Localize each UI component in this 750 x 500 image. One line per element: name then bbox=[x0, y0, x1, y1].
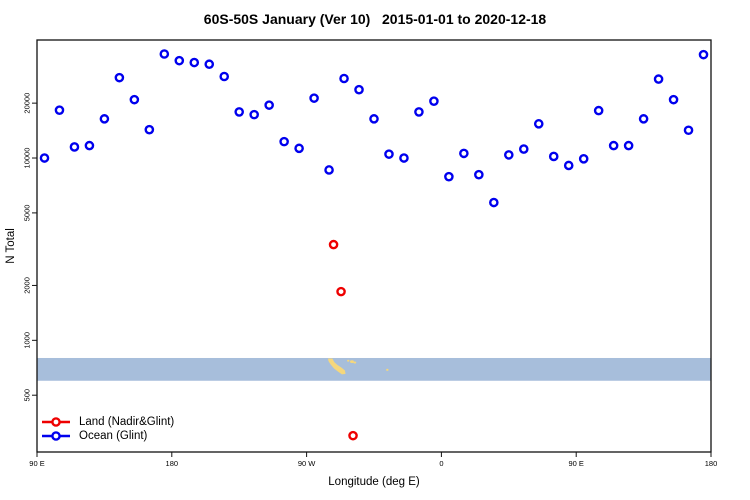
x-tick-label: 90 E bbox=[568, 459, 583, 468]
ocean-point bbox=[354, 84, 364, 95]
ocean-point bbox=[234, 107, 244, 117]
ocean-point bbox=[623, 140, 634, 151]
map-strip-island bbox=[386, 368, 389, 371]
ocean-point bbox=[114, 72, 125, 83]
ocean-point bbox=[563, 160, 574, 171]
ocean-point bbox=[189, 57, 200, 68]
ocean-point bbox=[444, 171, 454, 182]
land-marker-icon bbox=[42, 417, 70, 427]
ocean-point bbox=[324, 165, 334, 175]
ocean-point bbox=[518, 144, 529, 154]
ocean-point bbox=[279, 136, 289, 147]
ocean-point bbox=[474, 169, 484, 180]
map-strip-land-south-america bbox=[328, 358, 346, 375]
ocean-point bbox=[294, 143, 304, 154]
ocean-point bbox=[503, 150, 514, 160]
map-strip-island bbox=[353, 361, 357, 364]
ocean-point bbox=[459, 148, 469, 159]
ocean-point bbox=[578, 154, 589, 164]
ocean-point bbox=[174, 55, 185, 66]
x-tick-label: 180 bbox=[166, 459, 179, 468]
ocean-point bbox=[369, 114, 379, 124]
plot-box bbox=[36, 39, 712, 453]
map-strip-ocean-band bbox=[37, 357, 711, 381]
ocean-point bbox=[264, 100, 274, 110]
y-tick-label: 1000 bbox=[23, 332, 32, 349]
ocean-point bbox=[653, 74, 664, 84]
ocean-point bbox=[159, 49, 170, 59]
x-tick-label: 90 E bbox=[29, 459, 44, 468]
ocean-point bbox=[69, 142, 80, 152]
ocean-point bbox=[548, 151, 559, 162]
ocean-point bbox=[204, 59, 215, 70]
ocean-point bbox=[384, 149, 394, 159]
map-strip-island bbox=[347, 359, 350, 362]
ocean-point bbox=[668, 94, 679, 105]
land-point bbox=[336, 286, 346, 297]
ocean-point bbox=[54, 105, 65, 115]
ocean-point bbox=[144, 124, 155, 135]
ocean-point bbox=[533, 119, 544, 129]
legend-label-land: Land (Nadir&Glint) bbox=[79, 416, 175, 428]
ocean-point bbox=[84, 140, 95, 151]
ocean-point bbox=[129, 94, 140, 105]
x-axis-title: Longitude (deg E) bbox=[328, 476, 420, 488]
ocean-point bbox=[638, 114, 649, 124]
y-tick-label: 500 bbox=[23, 389, 32, 402]
legend-label-ocean: Ocean (Glint) bbox=[79, 430, 148, 442]
ocean-point bbox=[399, 153, 409, 163]
ocean-point bbox=[414, 107, 424, 117]
y-tick-label: 5000 bbox=[23, 205, 32, 222]
legend-item-ocean: Ocean (Glint) bbox=[41, 429, 174, 443]
y-axis-title: N Total bbox=[5, 228, 17, 264]
ocean-point bbox=[339, 73, 349, 84]
y-tick-label: 20000 bbox=[23, 93, 32, 114]
land-point bbox=[328, 239, 339, 250]
ocean-marker-icon bbox=[42, 431, 70, 441]
land-point bbox=[348, 430, 358, 441]
legend: Land (Nadir&Glint) Ocean (Glint) bbox=[41, 415, 174, 443]
x-tick-label: 0 bbox=[439, 459, 443, 468]
ocean-point bbox=[39, 153, 50, 163]
map-strip-island bbox=[349, 360, 354, 364]
ocean-point bbox=[683, 125, 694, 136]
ocean-point bbox=[249, 109, 259, 120]
ocean-point bbox=[593, 105, 604, 116]
x-tick-label: 90 W bbox=[298, 459, 316, 468]
ocean-point bbox=[698, 49, 709, 60]
ocean-point bbox=[489, 197, 499, 208]
ocean-point bbox=[309, 93, 319, 103]
y-tick-label: 2000 bbox=[23, 277, 32, 294]
ocean-point bbox=[219, 71, 230, 82]
y-tick-label: 10000 bbox=[23, 148, 32, 169]
chart-title: 60S-50S January (Ver 10) 2015-01-01 to 2… bbox=[203, 11, 547, 27]
ocean-point bbox=[608, 140, 619, 151]
x-tick-label: 180 bbox=[705, 459, 718, 468]
ocean-point bbox=[429, 96, 439, 106]
legend-item-land: Land (Nadir&Glint) bbox=[41, 415, 174, 429]
ocean-point bbox=[99, 114, 110, 124]
